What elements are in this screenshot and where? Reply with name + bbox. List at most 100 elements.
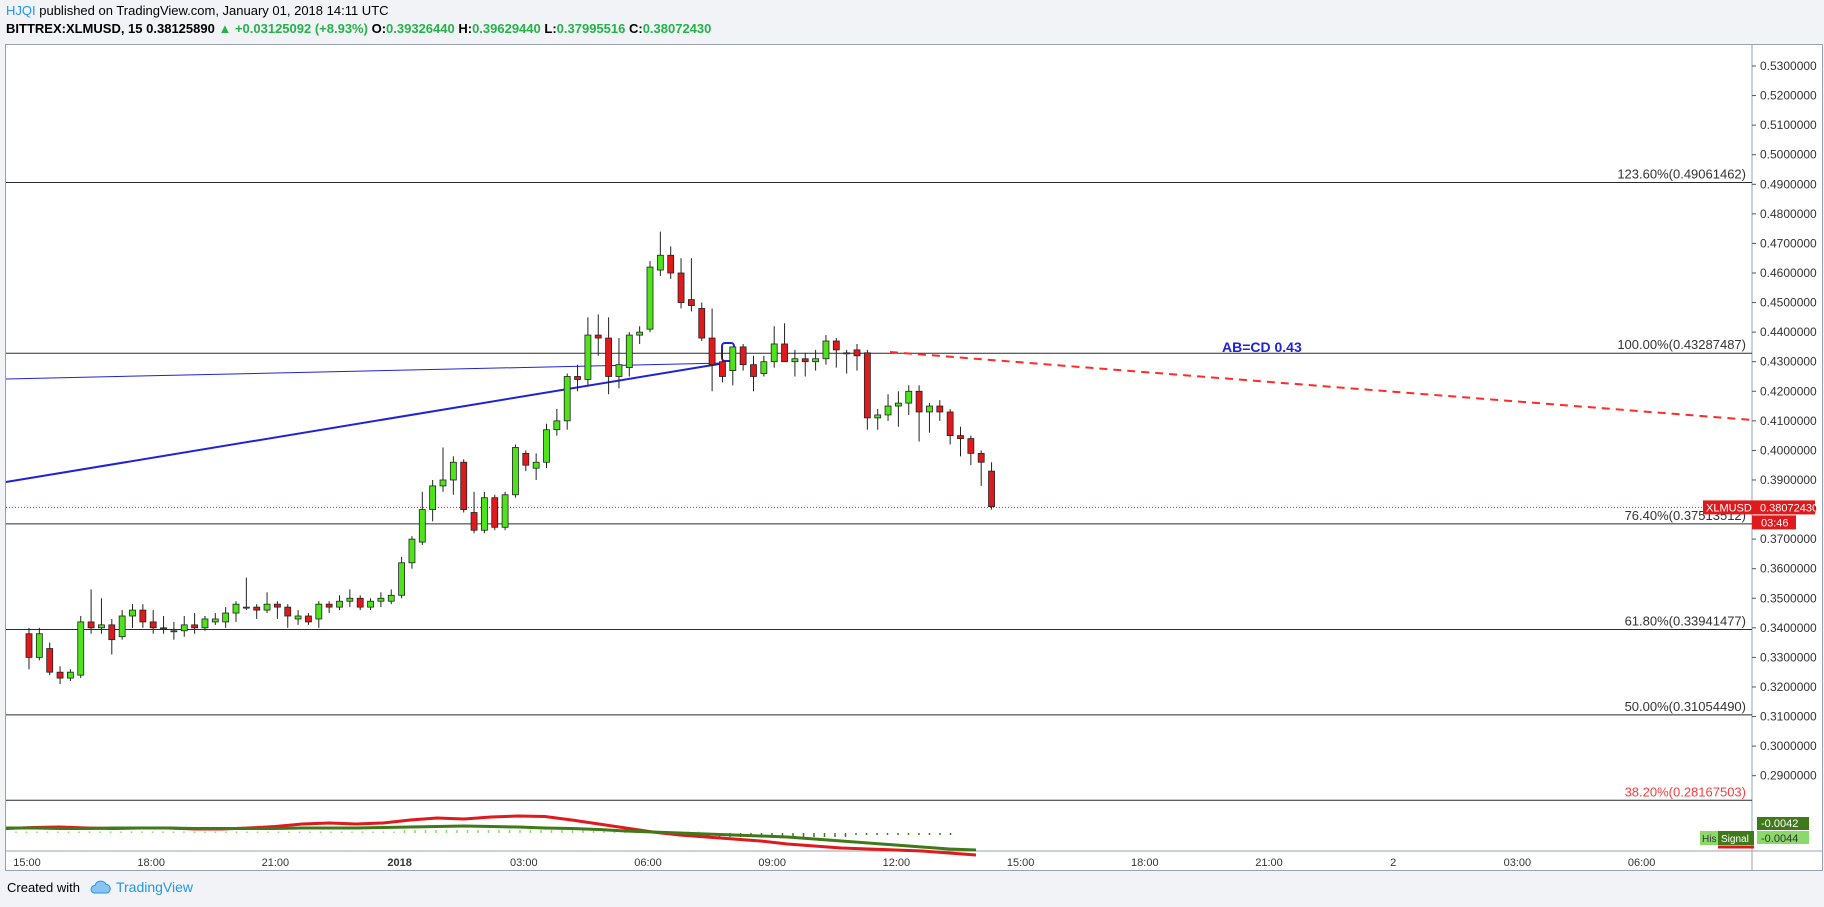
candle-up	[294, 615, 302, 620]
close-value: 0.38072430	[642, 21, 712, 36]
candle-down	[853, 349, 861, 357]
candle-up	[874, 414, 882, 419]
trend-line-bc	[5, 362, 726, 380]
candle-down	[491, 497, 499, 528]
author-link[interactable]: HJQI	[6, 3, 36, 18]
candle-down	[677, 272, 685, 303]
x-tick-label: 12:00	[883, 857, 911, 869]
candle-down	[25, 633, 33, 658]
footer: Created with TradingView	[7, 879, 193, 895]
candle-up	[160, 627, 167, 630]
candle-up	[553, 420, 561, 431]
candle-down	[284, 606, 292, 617]
candle-down	[667, 254, 675, 274]
last-price-symbol: XLMUSD	[1706, 502, 1752, 514]
created-with-label: Created with	[7, 879, 80, 895]
candle-up	[35, 633, 43, 658]
candle-up	[760, 361, 768, 374]
close-label: C:	[628, 21, 643, 36]
candle-down	[708, 337, 716, 366]
candle-down	[470, 512, 478, 531]
candle-up	[439, 479, 447, 487]
candle-up	[656, 254, 664, 271]
y-tick-label: 0.5200000	[1760, 89, 1817, 103]
y-tick-label: 0.4200000	[1760, 384, 1817, 398]
candle-up	[791, 358, 799, 363]
up-arrow-icon: ▲	[218, 21, 232, 36]
candle-up	[584, 334, 592, 380]
tradingview-cloud-icon	[90, 880, 111, 894]
candle-up	[770, 343, 778, 363]
candle-down	[739, 346, 747, 366]
high-value: 0.39629440	[472, 21, 541, 36]
candle-up	[429, 485, 437, 510]
symbol-label: BITTREX:XLMUSD, 15	[6, 21, 143, 36]
candle-down	[46, 648, 54, 673]
candle-down	[977, 452, 985, 463]
candle-up	[170, 630, 178, 633]
fib-level-label: 38.20%(0.28167503)	[1625, 784, 1746, 799]
x-tick-label: 09:00	[758, 857, 786, 869]
x-tick-label: 21:00	[1255, 857, 1283, 869]
candle-down	[957, 435, 964, 439]
candle-up	[812, 358, 819, 363]
candle-down	[594, 334, 602, 339]
candle-up	[129, 609, 136, 617]
y-tick-label: 0.3200000	[1760, 680, 1817, 694]
macd-signal-line	[5, 814, 977, 857]
candle-down	[688, 299, 695, 306]
y-tick-label: 0.4000000	[1760, 443, 1817, 457]
x-tick-label: 18:00	[137, 857, 165, 869]
candle-down	[574, 376, 581, 380]
candle-up	[543, 429, 550, 463]
candle-up	[201, 618, 209, 629]
chart-frame[interactable]	[5, 44, 1823, 871]
candle-down	[460, 461, 468, 510]
hist-badge	[1700, 831, 1722, 845]
x-tick-label: 18:00	[1131, 857, 1159, 869]
candle-up	[211, 618, 219, 623]
x-tick-label: 03:00	[510, 857, 538, 869]
x-tick-label: 2	[1390, 857, 1396, 869]
candle-up	[336, 600, 343, 608]
countdown-value: 03:46	[1761, 517, 1789, 529]
macd-value-top: -0.0042	[1761, 818, 1798, 830]
y-tick-label: 0.3900000	[1760, 473, 1817, 487]
candle-down	[325, 603, 333, 608]
projection-dashed-line	[889, 351, 1753, 421]
candle-down	[967, 438, 975, 454]
y-tick-label: 0.4900000	[1760, 177, 1817, 191]
hist-badge-label: His	[1702, 834, 1716, 845]
signal-badge-label: Signal	[1721, 834, 1749, 845]
y-tick-label: 0.3300000	[1760, 650, 1817, 664]
fib-level-label: 50.00%(0.31054490)	[1625, 699, 1746, 714]
tradingview-brand-link[interactable]: TradingView	[115, 879, 194, 895]
macd-value-badge	[1757, 817, 1809, 830]
candle-down	[149, 621, 157, 629]
candle-up	[822, 340, 830, 360]
y-tick-label: 0.5000000	[1760, 148, 1817, 162]
y-tick-label: 0.3500000	[1760, 591, 1817, 605]
fib-level-label: 61.80%(0.33941477)	[1625, 614, 1746, 629]
x-tick-label: 03:00	[1504, 857, 1532, 869]
y-tick-label: 0.3400000	[1760, 621, 1817, 635]
candle-up	[346, 597, 354, 602]
y-tick-label: 0.2900000	[1760, 769, 1817, 783]
candle-up	[67, 671, 74, 679]
candle-down	[522, 452, 530, 466]
candle-down	[698, 308, 706, 339]
candle-up	[387, 594, 395, 602]
candle-up	[512, 447, 519, 496]
candle-down	[605, 337, 612, 377]
candle-down	[936, 405, 944, 413]
publish-header: HJQI published on TradingView.com, Janua…	[6, 3, 389, 19]
candle-down	[356, 597, 364, 608]
publish-info: published on TradingView.com, January 01…	[35, 3, 389, 18]
candle-up	[77, 621, 85, 676]
y-tick-label: 0.3000000	[1760, 739, 1817, 753]
y-tick-label: 0.5300000	[1760, 59, 1817, 73]
candle-down	[832, 340, 840, 351]
candle-up	[222, 612, 230, 623]
macd-line	[6, 824, 977, 852]
